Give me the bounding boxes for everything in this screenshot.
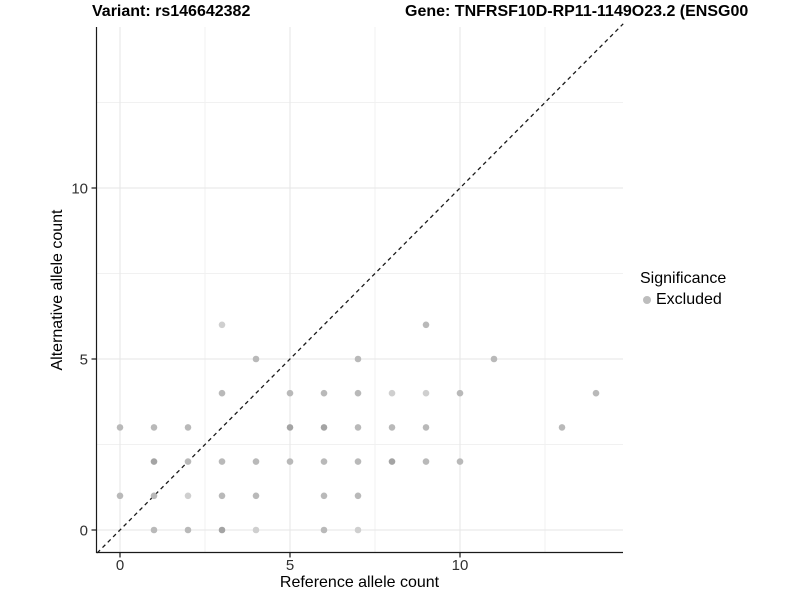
data-point [388,389,396,397]
data-point [184,492,192,500]
data-point [422,458,430,465]
y-tick-label: 10 [71,181,88,198]
data-point [252,526,260,534]
data-point [320,526,328,534]
data-point [320,458,328,465]
legend-item-label: Excluded [656,291,722,308]
data-point [354,389,362,397]
data-point [456,458,464,465]
x-tick-label: 0 [116,557,124,574]
y-tick-label: 0 [80,523,88,540]
data-point [490,355,498,363]
data-point [218,389,226,397]
data-point [218,526,226,534]
data-point [388,424,396,431]
data-point [320,389,328,397]
data-point [184,458,192,465]
data-point [456,389,464,397]
data-point [252,355,260,363]
data-point [150,424,158,431]
data-point [354,355,362,363]
data-point [116,492,124,500]
legend-point-icon [643,296,651,304]
data-point [354,492,362,500]
data-point [286,389,294,397]
x-tick-label: 10 [452,557,469,574]
data-point [150,492,158,500]
data-point [592,389,600,397]
data-point [218,458,226,465]
gene-title: Gene: TNFRSF10D-RP11-1149O23.2 (ENSG00 [405,3,749,20]
x-tick-label: 5 [286,557,294,574]
y-axis-title-text: Alternative allele count [49,209,66,371]
data-point [320,492,328,500]
data-point [218,492,226,500]
scatter-plot-panel: 0 5 10 0 5 10 [71,23,624,574]
data-point [150,458,158,465]
legend-title: Significance [640,270,727,287]
data-point [286,458,294,465]
data-point [388,458,396,465]
data-point [558,424,566,431]
data-point [218,321,226,329]
variant-title: Variant: rs146642382 [92,3,251,20]
legend-item-excluded: Excluded [640,291,726,309]
data-point [422,389,430,397]
identity-line [96,23,624,554]
data-point [252,458,260,465]
data-point [150,526,158,534]
data-point [354,458,362,465]
data-point [422,321,430,329]
y-tick-label: 5 [80,352,88,369]
data-point [320,424,328,431]
data-point [422,424,430,431]
data-point [184,526,192,534]
data-point [252,492,260,500]
legend: Significance Excluded [640,270,726,309]
data-point [286,424,294,431]
data-point [116,424,124,431]
data-point [184,424,192,431]
data-point [354,424,362,431]
data-point [354,526,362,534]
x-axis-title: Reference allele count [279,574,440,591]
